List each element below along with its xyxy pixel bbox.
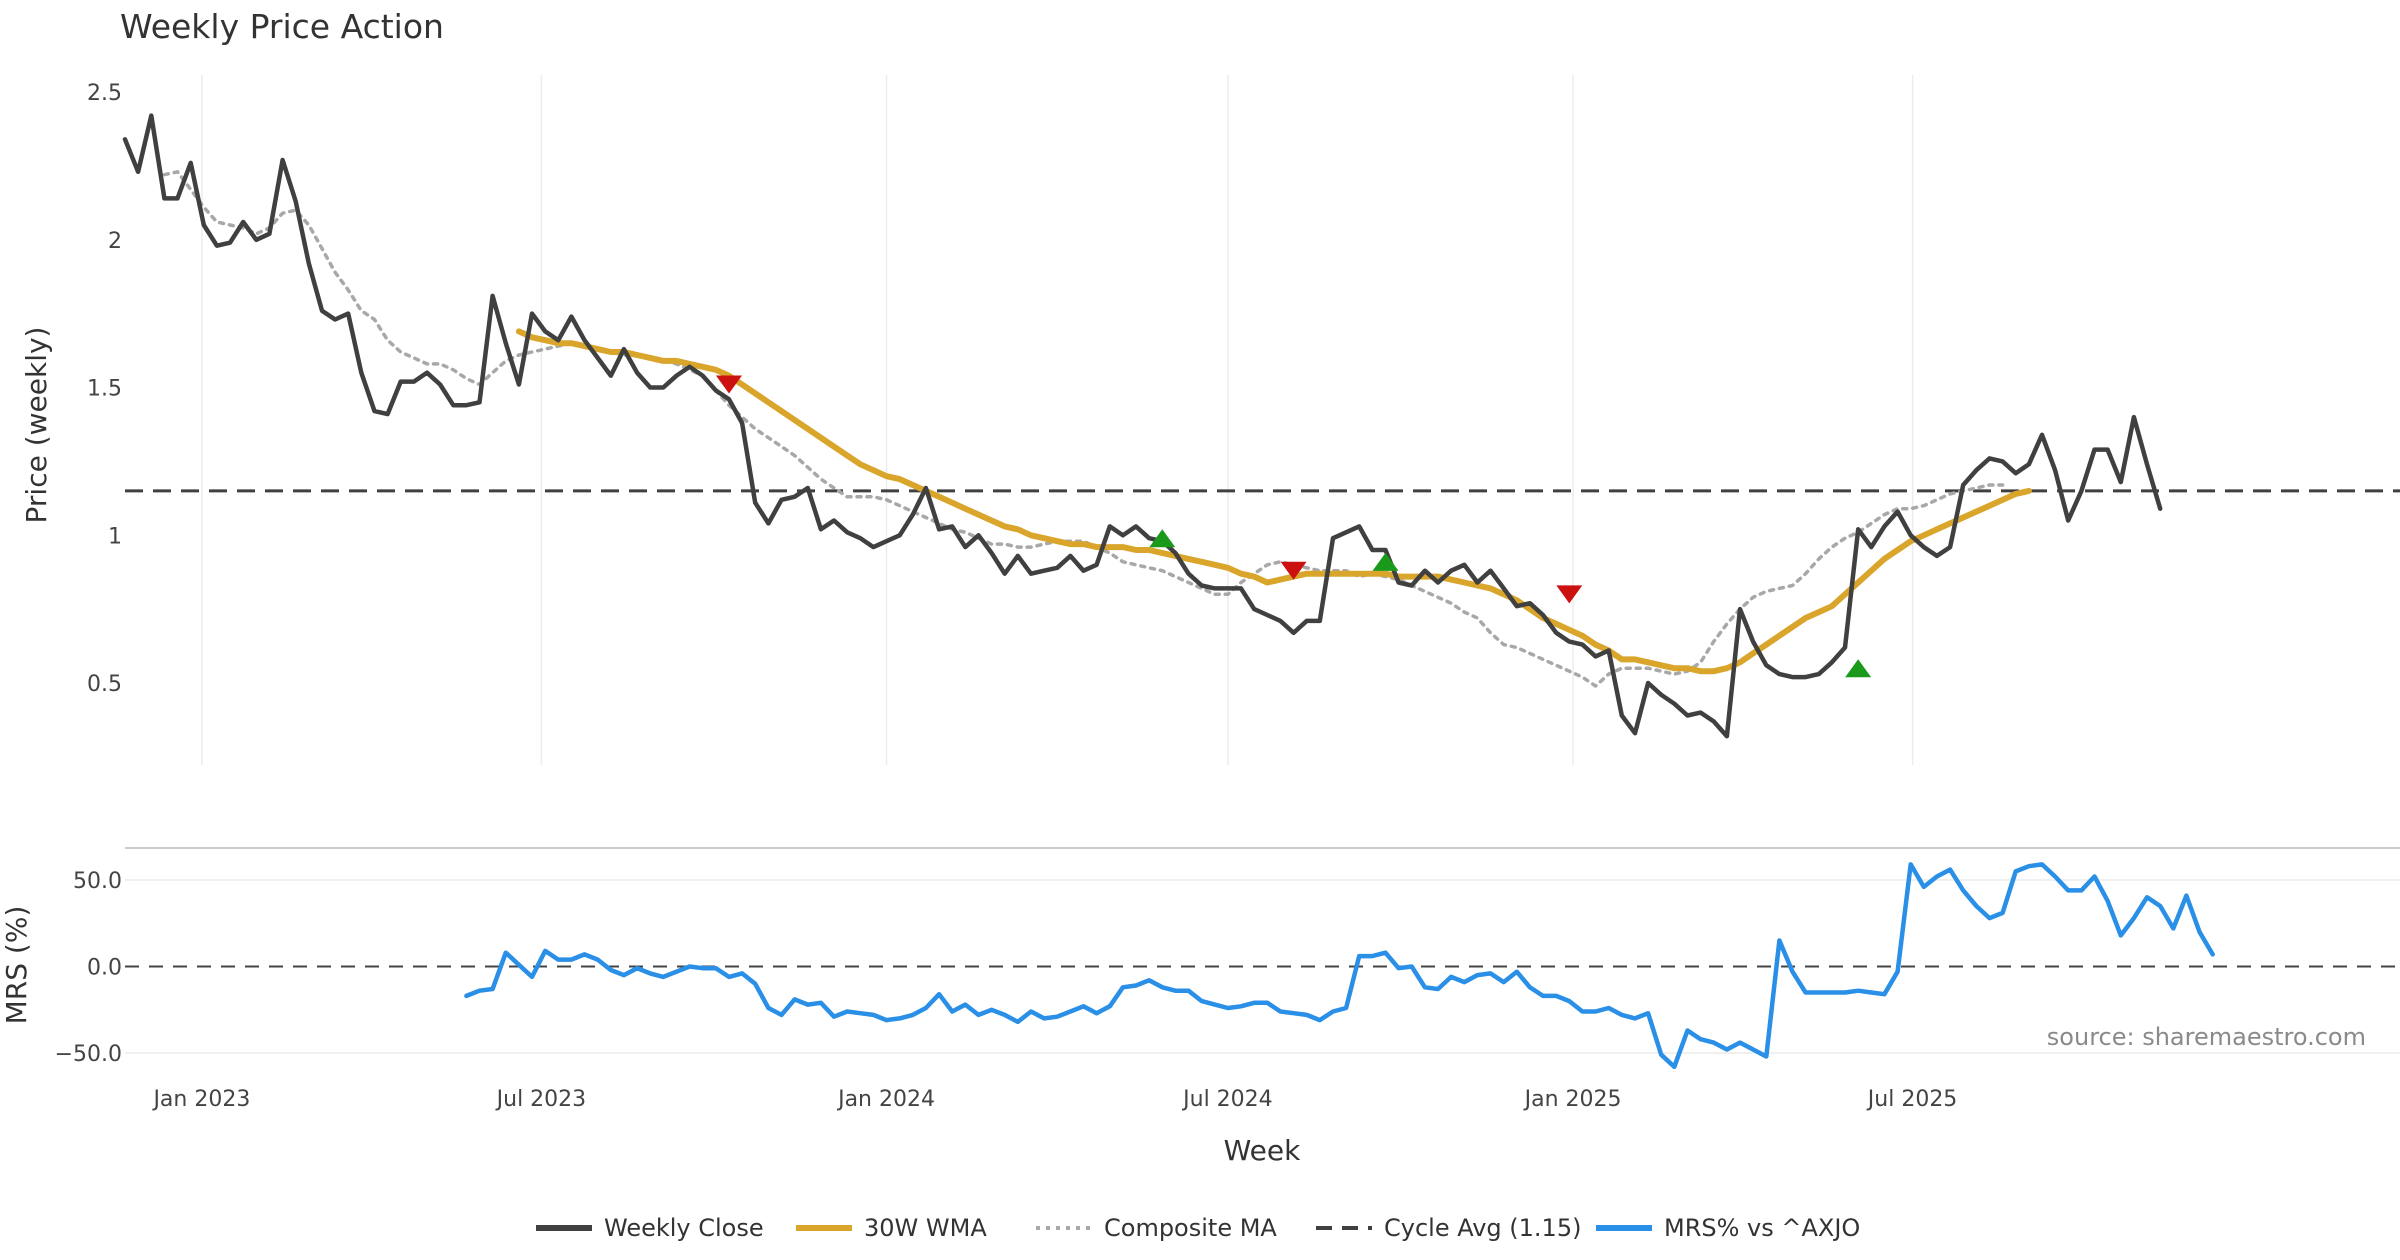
price-series [122, 113, 2163, 739]
buy-signal-1 [1149, 529, 1176, 548]
price-y-tick-1: 1 [108, 524, 122, 549]
x-tick-4: Jan 2025 [1523, 1087, 1622, 1112]
mrs-y-axis-label: MRS (%) [0, 906, 33, 1025]
series-weekly-close [122, 113, 2163, 739]
sell-signal-0 [715, 375, 742, 394]
legend-item-0: Weekly Close [536, 1214, 764, 1242]
series-composite-ma [162, 170, 2005, 688]
x-tick-2: Jan 2024 [836, 1087, 935, 1112]
legend-label-4: MRS% vs ^AXJO [1664, 1214, 1860, 1242]
x-tick-3: Jul 2024 [1181, 1087, 1273, 1112]
legend-label-0: Weekly Close [604, 1214, 764, 1242]
mrs-gridlines [125, 879, 2400, 1054]
legend-label-1: 30W WMA [864, 1214, 987, 1242]
price-gridlines [201, 75, 1914, 765]
sell-signal-4 [1556, 585, 1583, 604]
legend-item-1: 30W WMA [796, 1214, 987, 1242]
legend-item-4: MRS% vs ^AXJO [1596, 1214, 1860, 1242]
price-y-tick-0: 0.5 [87, 672, 122, 697]
buy-signal-3 [1372, 552, 1399, 571]
legend: Weekly Close 30W WMA Composite MA Cycle Avg… [536, 1214, 1860, 1242]
price-y-tick-labels: 0.5 1 1.5 2 2.5 [87, 81, 122, 697]
source-note: source: sharemaestro.com [2047, 1023, 2366, 1051]
price-y-axis-label: Price (weekly) [20, 327, 53, 524]
legend-item-3: Cycle Avg (1.15) [1316, 1214, 1581, 1242]
mrs-series [464, 862, 2215, 1070]
series-30w-wma [515, 328, 2032, 675]
x-tick-5: Jul 2025 [1866, 1087, 1958, 1112]
price-y-tick-4: 2.5 [87, 81, 122, 106]
legend-label-2: Composite MA [1104, 1214, 1277, 1242]
buy-signal-5 [1845, 659, 1872, 678]
series-mrs-vs-axjo [464, 862, 2215, 1070]
sell-signal-2 [1280, 561, 1307, 580]
mrs-y-tick-labels: 50.0 0.0 −50.0 [55, 869, 122, 1067]
legend-label-3: Cycle Avg (1.15) [1384, 1214, 1581, 1242]
x-axis-label: Week [1224, 1134, 1301, 1167]
legend-item-2: Composite MA [1036, 1214, 1277, 1242]
mrs-y-tick-0: 50.0 [73, 869, 122, 894]
mrs-y-tick-1: 0.0 [87, 956, 122, 981]
price-y-tick-3: 2 [108, 229, 122, 254]
x-tick-1: Jul 2023 [495, 1087, 587, 1112]
x-tick-labels: Jan 2023 Jul 2023 Jan 2024 Jul 2024 Jan 2025… [151, 1087, 1957, 1112]
x-tick-0: Jan 2023 [151, 1087, 250, 1112]
signal-markers [715, 375, 1872, 678]
price-y-tick-2: 1.5 [87, 377, 122, 402]
mrs-y-tick-2: −50.0 [55, 1042, 122, 1067]
chart-title: Weekly Price Action [120, 7, 444, 46]
